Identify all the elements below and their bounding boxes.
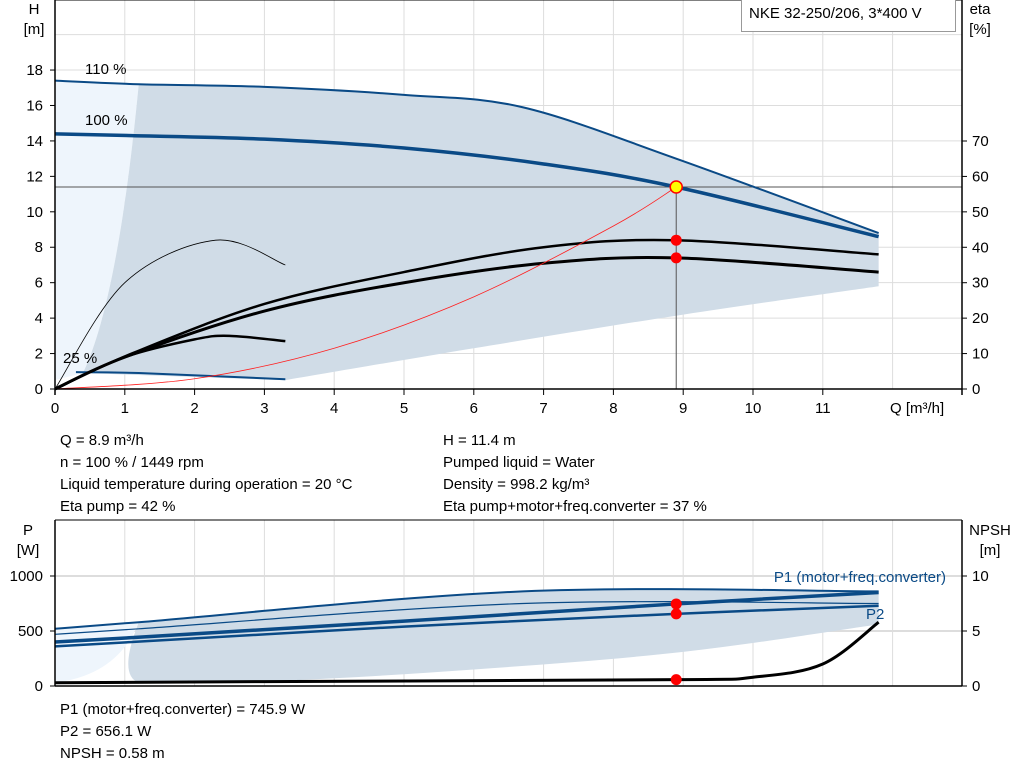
y-axis-unit: [W] <box>17 542 40 559</box>
y2-tick-label: 0 <box>972 678 980 695</box>
p2-value: P2 = 656.1 W <box>60 723 152 740</box>
y2-axis-label: eta <box>970 1 992 18</box>
liquid-temp-value: Liquid temperature during operation = 20… <box>60 476 353 493</box>
y2-tick-label: 30 <box>972 275 989 292</box>
efficiency-curve <box>54 239 286 390</box>
x-tick-label: 9 <box>679 400 687 417</box>
x-tick-label: 7 <box>539 400 547 417</box>
pumped-liquid-value: Pumped liquid = Water <box>443 454 595 471</box>
x-tick-label: 0 <box>51 400 59 417</box>
operating-point <box>670 674 682 686</box>
info-bottom: P1 (motor+freq.converter) = 745.9 W P2 =… <box>60 699 305 765</box>
power-curve <box>54 601 879 635</box>
head-value: H = 11.4 m <box>443 432 516 449</box>
pump-model-title: NKE 32-250/206, 3*400 V <box>741 0 956 32</box>
info-left: Q = 8.9 m³/h n = 100 % / 1449 rpm Liquid… <box>60 430 352 518</box>
x-tick-label: 1 <box>121 400 129 417</box>
x-tick-label: 6 <box>470 400 478 417</box>
x-tick-label: 8 <box>609 400 617 417</box>
operating-range-light <box>55 80 139 381</box>
flow-value: Q = 8.9 m³/h <box>60 432 144 449</box>
y2-tick-label: 0 <box>972 381 980 398</box>
operating-point <box>670 608 682 620</box>
density-value: Density = 998.2 kg/m³ <box>443 476 590 493</box>
head-curve <box>54 132 880 239</box>
curve-label-100: 100 % <box>85 112 128 129</box>
npsh-curve <box>54 620 880 685</box>
duty-point <box>669 180 683 194</box>
y-tick-label: 0 <box>35 381 43 398</box>
y-tick-label: 16 <box>26 97 43 114</box>
p1-curve-label: P1 (motor+freq.converter) <box>774 569 946 586</box>
x-tick-label: 11 <box>815 400 831 417</box>
y-axis-label: P <box>23 522 33 539</box>
info-right: H = 11.4 m Pumped liquid = Water Density… <box>443 430 707 518</box>
y-tick-label: 14 <box>26 133 43 150</box>
y-tick-label: 500 <box>18 623 43 640</box>
y2-tick-label: 60 <box>972 168 989 185</box>
x-tick-label: 5 <box>400 400 408 417</box>
y-tick-label: 18 <box>26 62 43 79</box>
power-curve <box>54 604 879 648</box>
x-tick-label: 10 <box>745 400 762 417</box>
curve-label-110: 110 % <box>85 61 126 78</box>
efficiency-point <box>670 252 682 264</box>
y2-axis-unit: [m] <box>980 542 1001 559</box>
efficiency-point <box>670 234 682 246</box>
x-axis-label: Q [m³/h] <box>890 400 944 417</box>
curve-label-25: 25 % <box>63 350 97 367</box>
eta-pump-value: Eta pump = 42 % <box>60 498 176 515</box>
y2-tick-label: 10 <box>972 346 989 363</box>
y-tick-label: 8 <box>35 239 43 256</box>
y2-axis-label: NPSH <box>969 522 1011 539</box>
y-tick-label: 0 <box>35 678 43 695</box>
system-curve <box>54 186 677 390</box>
y-tick-label: 1000 <box>10 568 43 585</box>
y-tick-label: 2 <box>35 346 43 363</box>
y2-tick-label: 70 <box>972 133 989 150</box>
y2-tick-label: 20 <box>972 310 989 327</box>
y-tick-label: 6 <box>35 275 43 292</box>
y-tick-label: 10 <box>26 204 43 221</box>
y2-tick-label: 10 <box>972 568 989 585</box>
y2-axis-unit: [%] <box>969 21 991 38</box>
speed-value: n = 100 % / 1449 rpm <box>60 454 204 471</box>
y-tick-label: 12 <box>26 168 43 185</box>
efficiency-curve <box>54 334 286 391</box>
x-tick-label: 3 <box>260 400 268 417</box>
y-axis-unit: [m] <box>24 21 45 38</box>
npsh-value: NPSH = 0.58 m <box>60 745 165 762</box>
power-curve <box>54 590 879 644</box>
head-curve <box>54 79 879 235</box>
p2-curve-label: P2 <box>866 606 884 623</box>
operating-range-band <box>82 84 879 381</box>
operating-point <box>670 598 682 610</box>
eta-total-value: Eta pump+motor+freq.converter = 37 % <box>443 498 707 515</box>
y-tick-label: 4 <box>35 310 43 327</box>
y2-tick-label: 5 <box>972 623 980 640</box>
x-tick-label: 4 <box>330 400 338 417</box>
y2-tick-label: 40 <box>972 239 989 256</box>
y2-tick-label: 50 <box>972 204 989 221</box>
x-tick-label: 2 <box>190 400 198 417</box>
y-axis-label: H <box>29 1 40 18</box>
p1-value: P1 (motor+freq.converter) = 745.9 W <box>60 701 306 718</box>
power-curve <box>54 588 879 630</box>
